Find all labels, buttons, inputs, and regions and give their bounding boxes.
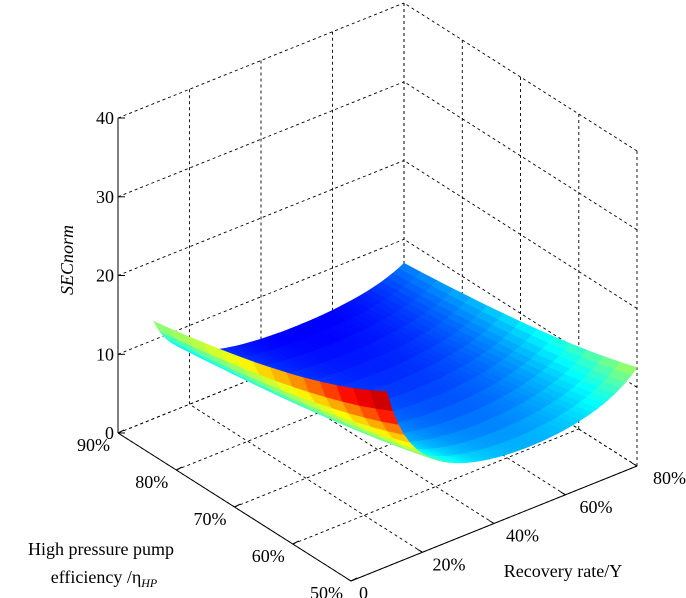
y-axis-label-text: efficiency /η [51,567,142,587]
right-wall-gridline [403,2,638,152]
y-tick-mark [350,577,358,582]
y-axis-label-line1: High pressure pump [28,539,174,559]
x-tick-label: 20% [433,554,466,574]
x-tick-label: 40% [506,526,539,546]
y-tick-label: 80% [135,472,168,492]
tick-label-layer: 0 10 20 30 40 0 20% 40% 60% 80% 50% 60% 70% 80% 90% [77,108,686,598]
z-tick-label: 0 [105,423,114,443]
x-tick-label: 60% [580,497,613,517]
y-tick-label: 50% [310,583,343,598]
y-tick-label: 60% [252,546,285,566]
surface-patch [369,390,393,411]
x-tick-label: 80% [653,468,686,488]
y-tick-mark [175,466,183,471]
right-wall-gridline [403,238,638,388]
y-axis-label-subscript: HP [140,576,158,590]
z-axis-label: SECnorm [57,225,77,295]
y-tick-mark [234,503,241,508]
x-tick-mark [345,577,352,582]
x-tick-label: 0 [359,583,368,598]
y-tick-label: 90% [77,435,110,455]
z-tick-label: 20 [96,266,114,286]
floor-gridline [189,403,423,553]
z-tick-label: 30 [96,187,114,207]
x-tick-mark [560,491,566,496]
z-tick-label: 10 [96,344,114,364]
x-tick-mark [631,462,638,467]
y-axis-label-line2: efficiency /ηHP [51,567,158,590]
right-wall-gridline [403,160,638,309]
surface-layer [153,262,638,464]
y-tick-label: 70% [194,509,227,529]
grid-layer [117,2,638,582]
y-tick-mark [117,429,125,434]
z-tick-label: 40 [96,108,114,128]
x-tick-mark [417,548,423,553]
right-wall-gridline [403,81,638,231]
y-tick-mark [292,540,300,545]
x-axis-label: Recovery rate/Y [504,561,622,581]
x-tick-mark [488,520,495,524]
